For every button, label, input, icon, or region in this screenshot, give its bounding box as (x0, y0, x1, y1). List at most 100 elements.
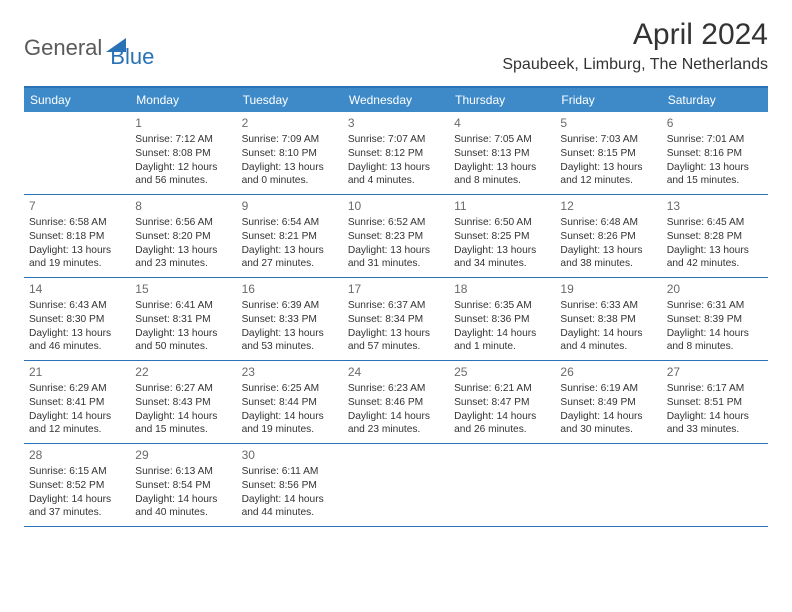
sunset-text: Sunset: 8:16 PM (667, 147, 763, 161)
day-number: 4 (454, 115, 550, 131)
sunrise-text: Sunrise: 7:12 AM (135, 133, 231, 147)
day-cell (449, 444, 555, 526)
daylight-text: Daylight: 13 hours and 12 minutes. (560, 161, 656, 189)
weekday-header: Wednesday (343, 88, 449, 112)
title-block: April 2024 Spaubeek, Limburg, The Nether… (502, 18, 768, 74)
brand-logo: General Blue (24, 18, 154, 70)
daylight-text: Daylight: 14 hours and 4 minutes. (560, 327, 656, 355)
sunrise-text: Sunrise: 6:13 AM (135, 465, 231, 479)
sunrise-text: Sunrise: 6:29 AM (29, 382, 125, 396)
sunrise-text: Sunrise: 7:05 AM (454, 133, 550, 147)
sunset-text: Sunset: 8:39 PM (667, 313, 763, 327)
daylight-text: Daylight: 13 hours and 46 minutes. (29, 327, 125, 355)
day-cell: 17Sunrise: 6:37 AMSunset: 8:34 PMDayligh… (343, 278, 449, 360)
daylight-text: Daylight: 14 hours and 1 minute. (454, 327, 550, 355)
day-cell: 6Sunrise: 7:01 AMSunset: 8:16 PMDaylight… (662, 112, 768, 194)
sunrise-text: Sunrise: 7:03 AM (560, 133, 656, 147)
weekday-header: Sunday (24, 88, 130, 112)
sunset-text: Sunset: 8:21 PM (242, 230, 338, 244)
day-cell: 4Sunrise: 7:05 AMSunset: 8:13 PMDaylight… (449, 112, 555, 194)
day-number: 18 (454, 281, 550, 297)
sunset-text: Sunset: 8:46 PM (348, 396, 444, 410)
daylight-text: Daylight: 14 hours and 15 minutes. (135, 410, 231, 438)
daylight-text: Daylight: 13 hours and 8 minutes. (454, 161, 550, 189)
sunset-text: Sunset: 8:18 PM (29, 230, 125, 244)
sunrise-text: Sunrise: 6:35 AM (454, 299, 550, 313)
day-number: 25 (454, 364, 550, 380)
weekday-header: Thursday (449, 88, 555, 112)
daylight-text: Daylight: 13 hours and 4 minutes. (348, 161, 444, 189)
day-cell: 8Sunrise: 6:56 AMSunset: 8:20 PMDaylight… (130, 195, 236, 277)
daylight-text: Daylight: 13 hours and 34 minutes. (454, 244, 550, 272)
day-cell (662, 444, 768, 526)
sunset-text: Sunset: 8:12 PM (348, 147, 444, 161)
day-cell: 29Sunrise: 6:13 AMSunset: 8:54 PMDayligh… (130, 444, 236, 526)
daylight-text: Daylight: 14 hours and 8 minutes. (667, 327, 763, 355)
sunrise-text: Sunrise: 6:43 AM (29, 299, 125, 313)
day-cell: 2Sunrise: 7:09 AMSunset: 8:10 PMDaylight… (237, 112, 343, 194)
day-number: 3 (348, 115, 444, 131)
day-number: 11 (454, 198, 550, 214)
day-number: 29 (135, 447, 231, 463)
weekday-header: Monday (130, 88, 236, 112)
day-number: 17 (348, 281, 444, 297)
week-row: 7Sunrise: 6:58 AMSunset: 8:18 PMDaylight… (24, 195, 768, 278)
day-cell (24, 112, 130, 194)
day-cell (555, 444, 661, 526)
daylight-text: Daylight: 14 hours and 12 minutes. (29, 410, 125, 438)
daylight-text: Daylight: 14 hours and 30 minutes. (560, 410, 656, 438)
day-cell: 23Sunrise: 6:25 AMSunset: 8:44 PMDayligh… (237, 361, 343, 443)
sunset-text: Sunset: 8:28 PM (667, 230, 763, 244)
sunset-text: Sunset: 8:31 PM (135, 313, 231, 327)
sunset-text: Sunset: 8:20 PM (135, 230, 231, 244)
weekday-header: Saturday (662, 88, 768, 112)
sunset-text: Sunset: 8:36 PM (454, 313, 550, 327)
weekday-header: Tuesday (237, 88, 343, 112)
sunrise-text: Sunrise: 6:39 AM (242, 299, 338, 313)
sunset-text: Sunset: 8:15 PM (560, 147, 656, 161)
sunrise-text: Sunrise: 6:25 AM (242, 382, 338, 396)
sunset-text: Sunset: 8:54 PM (135, 479, 231, 493)
daylight-text: Daylight: 13 hours and 53 minutes. (242, 327, 338, 355)
daylight-text: Daylight: 13 hours and 0 minutes. (242, 161, 338, 189)
day-cell: 1Sunrise: 7:12 AMSunset: 8:08 PMDaylight… (130, 112, 236, 194)
daylight-text: Daylight: 14 hours and 37 minutes. (29, 493, 125, 521)
sunset-text: Sunset: 8:44 PM (242, 396, 338, 410)
location-subtitle: Spaubeek, Limburg, The Netherlands (502, 56, 768, 74)
day-number: 30 (242, 447, 338, 463)
daylight-text: Daylight: 13 hours and 38 minutes. (560, 244, 656, 272)
sunrise-text: Sunrise: 6:37 AM (348, 299, 444, 313)
day-cell: 9Sunrise: 6:54 AMSunset: 8:21 PMDaylight… (237, 195, 343, 277)
day-number: 16 (242, 281, 338, 297)
day-number: 22 (135, 364, 231, 380)
day-number: 6 (667, 115, 763, 131)
day-cell: 30Sunrise: 6:11 AMSunset: 8:56 PMDayligh… (237, 444, 343, 526)
day-number: 13 (667, 198, 763, 214)
day-cell: 25Sunrise: 6:21 AMSunset: 8:47 PMDayligh… (449, 361, 555, 443)
sunrise-text: Sunrise: 6:56 AM (135, 216, 231, 230)
day-number: 10 (348, 198, 444, 214)
daylight-text: Daylight: 14 hours and 44 minutes. (242, 493, 338, 521)
day-number: 5 (560, 115, 656, 131)
sunrise-text: Sunrise: 6:15 AM (29, 465, 125, 479)
sunrise-text: Sunrise: 7:01 AM (667, 133, 763, 147)
day-number: 24 (348, 364, 444, 380)
week-row: 28Sunrise: 6:15 AMSunset: 8:52 PMDayligh… (24, 444, 768, 527)
sunset-text: Sunset: 8:49 PM (560, 396, 656, 410)
sunrise-text: Sunrise: 6:33 AM (560, 299, 656, 313)
sunrise-text: Sunrise: 6:23 AM (348, 382, 444, 396)
day-number: 28 (29, 447, 125, 463)
daylight-text: Daylight: 14 hours and 23 minutes. (348, 410, 444, 438)
day-cell: 13Sunrise: 6:45 AMSunset: 8:28 PMDayligh… (662, 195, 768, 277)
calendar-grid: SundayMondayTuesdayWednesdayThursdayFrid… (24, 86, 768, 527)
day-cell: 20Sunrise: 6:31 AMSunset: 8:39 PMDayligh… (662, 278, 768, 360)
day-cell: 14Sunrise: 6:43 AMSunset: 8:30 PMDayligh… (24, 278, 130, 360)
sunrise-text: Sunrise: 6:19 AM (560, 382, 656, 396)
day-number: 9 (242, 198, 338, 214)
sunset-text: Sunset: 8:34 PM (348, 313, 444, 327)
day-cell: 12Sunrise: 6:48 AMSunset: 8:26 PMDayligh… (555, 195, 661, 277)
sunset-text: Sunset: 8:47 PM (454, 396, 550, 410)
daylight-text: Daylight: 13 hours and 42 minutes. (667, 244, 763, 272)
week-row: 14Sunrise: 6:43 AMSunset: 8:30 PMDayligh… (24, 278, 768, 361)
sunrise-text: Sunrise: 6:48 AM (560, 216, 656, 230)
